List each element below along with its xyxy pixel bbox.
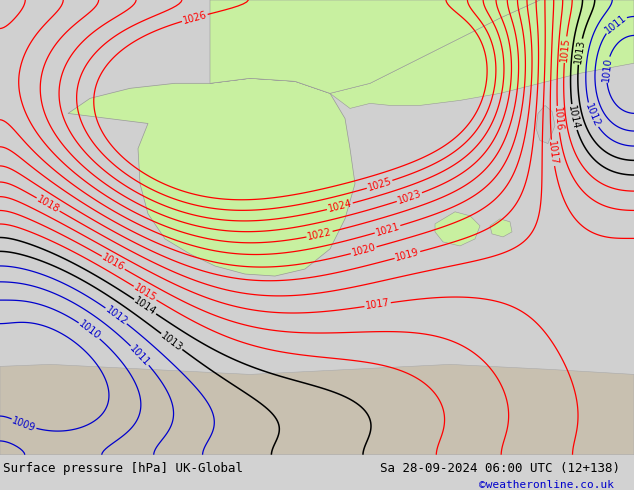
Text: 1016: 1016 (552, 106, 564, 132)
Text: 1014: 1014 (566, 104, 581, 130)
Text: 1010: 1010 (77, 319, 102, 342)
Text: 1023: 1023 (396, 189, 423, 206)
Text: 1016: 1016 (100, 252, 126, 273)
Polygon shape (536, 105, 555, 144)
Text: 1009: 1009 (11, 415, 37, 433)
Text: Sa 28-09-2024 06:00 UTC (12+138): Sa 28-09-2024 06:00 UTC (12+138) (380, 462, 621, 475)
Polygon shape (210, 0, 540, 94)
Text: 1012: 1012 (103, 304, 129, 327)
Polygon shape (0, 365, 634, 455)
Polygon shape (435, 212, 480, 246)
Text: 1020: 1020 (351, 242, 377, 258)
Text: 1017: 1017 (547, 140, 559, 166)
Text: 1022: 1022 (306, 227, 333, 242)
Text: 1024: 1024 (327, 198, 353, 214)
Text: 1013: 1013 (159, 330, 184, 353)
Text: 1026: 1026 (181, 10, 208, 26)
Text: ©weatheronline.co.uk: ©weatheronline.co.uk (479, 480, 614, 490)
Text: 1013: 1013 (573, 39, 586, 65)
Polygon shape (68, 78, 355, 276)
Text: 1017: 1017 (365, 298, 391, 311)
Text: 1012: 1012 (583, 102, 602, 128)
Text: 1010: 1010 (600, 57, 613, 82)
Text: 1014: 1014 (132, 295, 158, 318)
Text: 1011: 1011 (128, 343, 152, 368)
Polygon shape (0, 0, 634, 455)
Text: 1019: 1019 (394, 247, 420, 263)
Text: 1015: 1015 (132, 283, 158, 304)
Text: 1015: 1015 (559, 37, 571, 62)
Text: 1011: 1011 (602, 12, 628, 35)
Polygon shape (490, 219, 512, 237)
Text: 1021: 1021 (374, 221, 401, 238)
Polygon shape (210, 0, 634, 108)
Text: 1025: 1025 (366, 176, 393, 193)
Text: 1018: 1018 (35, 194, 61, 215)
Text: Surface pressure [hPa] UK-Global: Surface pressure [hPa] UK-Global (3, 462, 243, 475)
